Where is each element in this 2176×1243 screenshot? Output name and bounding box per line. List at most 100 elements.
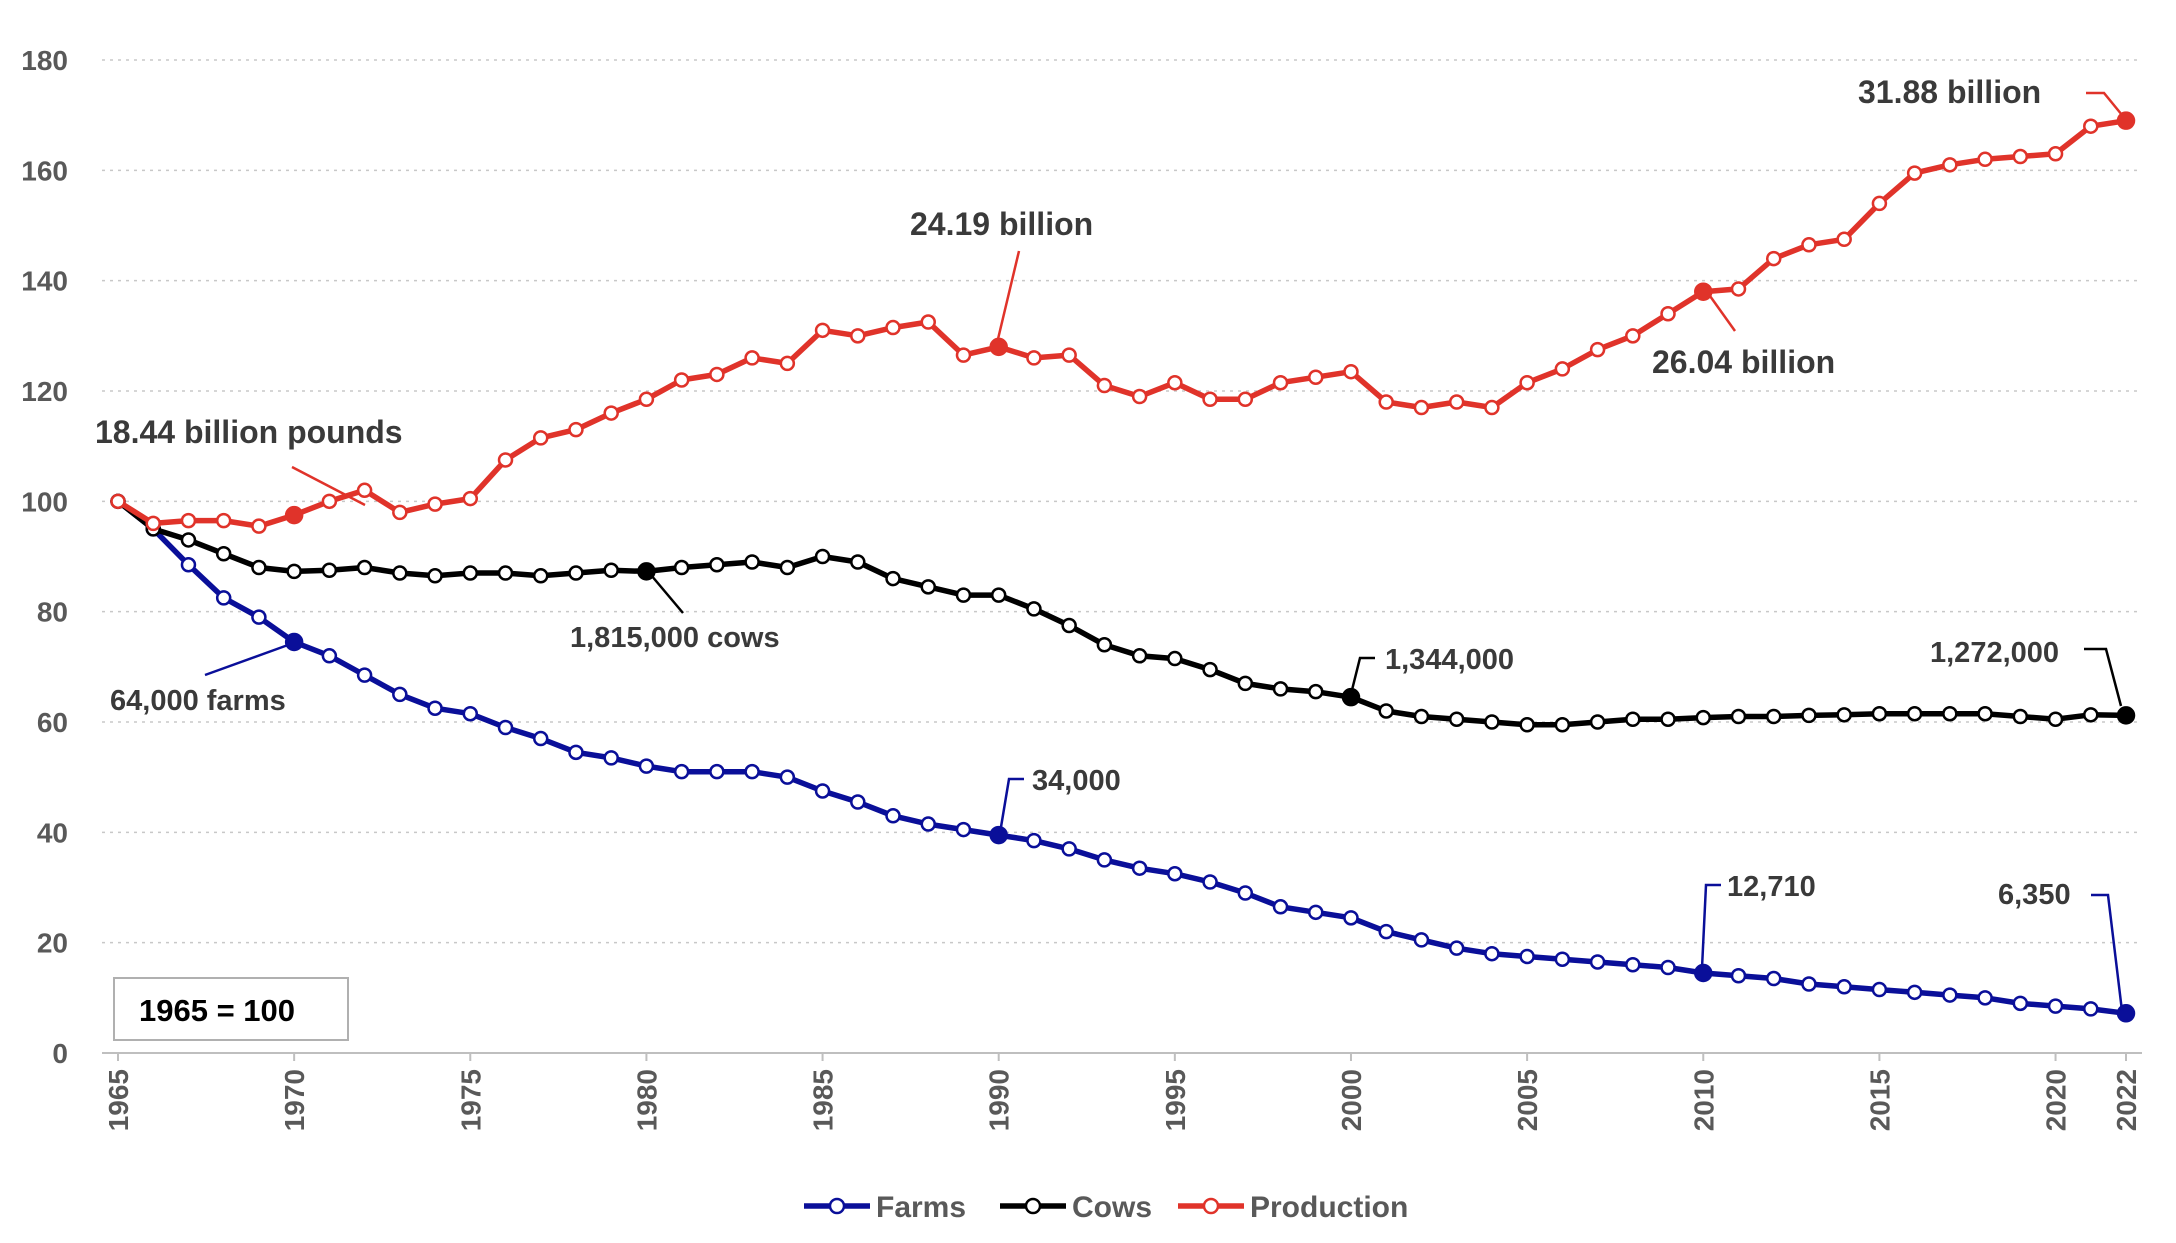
y-tick-label-20: 20 (37, 928, 68, 959)
production-point-1995 (1167, 374, 1183, 391)
production-point-1967 (180, 512, 197, 529)
annotation-12-710-leader (1700, 883, 1721, 969)
cows-point-1995 (1167, 650, 1183, 667)
farms-point-1996 (1202, 874, 1218, 890)
production-point-1992 (1061, 347, 1077, 363)
farms-point-2004 (1484, 945, 1500, 962)
x-tick-label-1965: 1965 (103, 1069, 134, 1131)
cows-point-1981 (673, 559, 690, 576)
cows-point-1978 (568, 565, 584, 581)
production-point-2005 (1519, 374, 1535, 391)
farms-point-1972 (356, 667, 373, 683)
farms-point-1971 (321, 648, 338, 664)
y-tick-label-60: 60 (37, 707, 68, 738)
x-tick-label-2015: 2015 (1864, 1069, 1895, 1131)
annotation-31-88-billion-label: 31.88 billion (1858, 74, 2041, 110)
production-point-1975 (462, 490, 479, 507)
production-point-1988 (920, 314, 936, 330)
y-tick-label-80: 80 (37, 597, 68, 628)
production-point-1986 (850, 328, 866, 344)
production-point-1996 (1202, 391, 1218, 408)
cows-point-1987 (885, 570, 901, 587)
production-point-2013 (1801, 237, 1817, 253)
x-tick-label-2022: 2022 (2111, 1069, 2142, 1131)
production-point-2002 (1413, 399, 1430, 416)
production-point-1993 (1096, 377, 1113, 394)
annotation-24-19-billion-label: 24.19 billion (910, 206, 1093, 242)
farms-point-2001 (1378, 923, 1394, 940)
annotation-18-44-billion-pounds-label: 18.44 billion pounds (95, 414, 403, 450)
production-point-1972 (356, 482, 373, 499)
production-point-1978 (568, 421, 584, 438)
annotation-1-272-000-leader (2084, 647, 2123, 707)
cows-point-2003 (1448, 711, 1465, 727)
production-point-1983 (744, 350, 760, 366)
farms-point-1981 (673, 763, 690, 780)
cows-point-1998 (1272, 681, 1289, 697)
x-tick-label-1995: 1995 (1160, 1069, 1191, 1131)
cows-point-2021 (2083, 707, 2099, 723)
production-point-2007 (1589, 341, 1606, 358)
cows-point-1970 (286, 563, 302, 580)
cows-point-1997 (1237, 675, 1254, 692)
index-note-text: 1965 = 100 (139, 993, 295, 1028)
cows-point-2014 (1836, 707, 1852, 723)
y-tick-label-160: 160 (21, 155, 68, 186)
farms-point-1979 (603, 750, 619, 766)
y-tick-label-100: 100 (21, 486, 68, 517)
annotation-18-44-billion-pounds-leader (291, 465, 366, 507)
farms-point-1978 (568, 744, 584, 761)
farms-point-1983 (744, 763, 760, 780)
cows-point-1967 (180, 532, 197, 548)
farms-point-2009 (1660, 959, 1676, 976)
cows-point-1985 (814, 548, 831, 565)
y-tick-label-0: 0 (52, 1038, 68, 1069)
cows-point-1988 (920, 579, 936, 595)
cows-point-2010 (1695, 709, 1712, 726)
cows-point-1980 (637, 562, 656, 581)
farms-point-2018 (1977, 990, 1993, 1006)
production-point-1989 (955, 347, 972, 363)
production-point-2009 (1660, 306, 1676, 322)
annotation-26-04-billion-leader (1708, 295, 1737, 332)
production-point-2020 (2047, 146, 2064, 162)
production-point-2000 (1343, 363, 1359, 380)
cows-point-1971 (321, 562, 338, 579)
production-point-1981 (673, 372, 690, 388)
legend-farms-marker (828, 1197, 846, 1215)
cows-point-1989 (955, 587, 972, 603)
cows-point-1993 (1096, 637, 1113, 653)
production-point-2004 (1484, 399, 1500, 416)
annotation-12-710-label: 12,710 (1727, 871, 1816, 903)
annotation-24-19-billion-leader (996, 250, 1021, 340)
legend-cows-label: Cows (1072, 1191, 1152, 1224)
x-tick-label-1985: 1985 (808, 1069, 839, 1131)
production-point-2021 (2083, 118, 2099, 134)
legend-production-label: Production (1250, 1191, 1408, 1224)
farms-point-1995 (1167, 865, 1183, 882)
production-point-2010 (1694, 282, 1713, 301)
cows-point-1977 (532, 568, 549, 584)
cows-point-2008 (1625, 711, 1641, 727)
farms-point-1986 (850, 794, 866, 810)
farms-point-1968 (215, 590, 232, 606)
farms-point-1990 (989, 825, 1008, 845)
cows-point-2020 (2047, 711, 2064, 727)
production-point-2012 (1765, 250, 1782, 267)
farms-point-2016 (1906, 984, 1923, 1001)
production-point-1973 (392, 504, 408, 521)
x-tick-label-1975: 1975 (455, 1069, 486, 1131)
production-point-2014 (1836, 231, 1852, 248)
production-point-1984 (779, 355, 796, 372)
x-tick-label-2020: 2020 (2041, 1069, 2072, 1131)
farms-point-1974 (427, 700, 443, 716)
farms-point-1988 (920, 816, 936, 832)
cows-point-2007 (1589, 714, 1606, 730)
annotation-1-815-000-cows-leader (650, 574, 684, 614)
farms-point-2020 (2047, 998, 2064, 1014)
production-point-1968 (215, 512, 232, 529)
cows-point-2017 (1942, 705, 1958, 722)
farms-point-2014 (1836, 979, 1852, 995)
farms-point-2017 (1942, 987, 1958, 1003)
cows-point-1976 (497, 565, 514, 581)
